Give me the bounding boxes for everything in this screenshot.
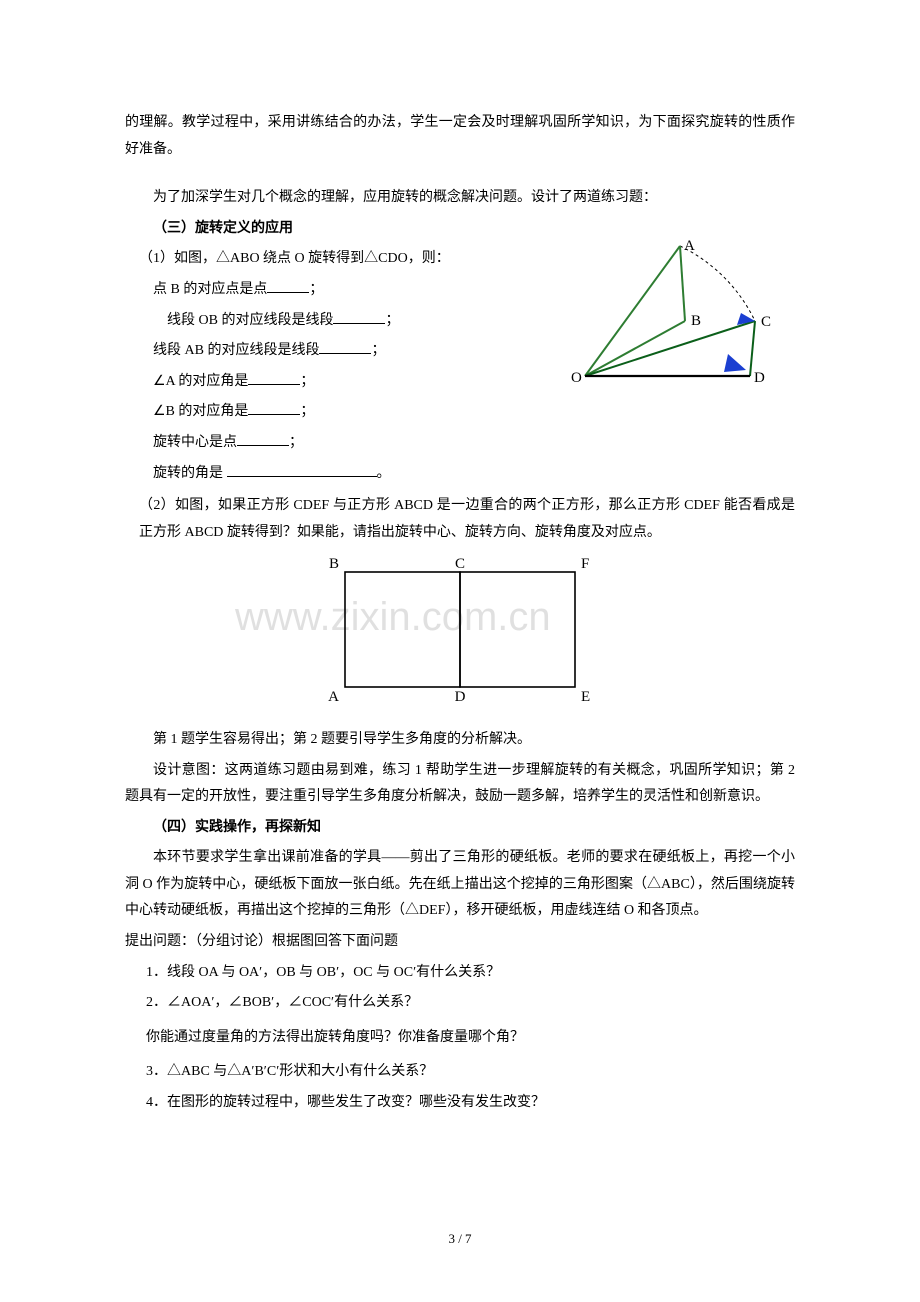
- after-p1: 第 1 题学生容易得出；第 2 题要引导学生多角度的分析解决。: [125, 727, 795, 754]
- section4-p1: 本环节要求学生拿出课前准备的学具——剪出了三角形的硬纸板。老师的要求在硬纸板上，…: [125, 845, 795, 925]
- fill-blank-line: 旋转中心是点 ；: [153, 430, 445, 457]
- svg-text:B: B: [691, 313, 701, 329]
- svg-text:D: D: [754, 370, 765, 386]
- svg-text:A: A: [328, 689, 339, 704]
- intro-p2: 为了加深学生对几个概念的理解，应用旋转的概念解决问题。设计了两道练习题：: [125, 185, 795, 212]
- fill-blank-line: ∠A 的对应角是 ；: [153, 369, 445, 396]
- fill-blank-line: 线段 OB 的对应线段是线段 ；: [167, 308, 445, 335]
- discussion-item: 3．△ABC 与△A′B′C′形状和大小有什么关系？: [146, 1059, 795, 1086]
- figure-1-rotation-triangle: A B C O D: [565, 236, 785, 406]
- blank-pre-text: 线段 AB 的对应线段是线段: [153, 343, 319, 358]
- blank-post-text: 。: [377, 466, 391, 481]
- discussion-item: 1．线段 OA 与 OA′，OB 与 OB′，OC 与 OC′有什么关系？: [146, 960, 795, 987]
- svg-text:B: B: [329, 556, 339, 572]
- blank-underline: [227, 462, 377, 477]
- intro-p1: 的理解。教学过程中，采用讲练结合的办法，学生一定会及时理解巩固所学知识，为下面探…: [125, 110, 795, 163]
- blank-post-text: ；: [309, 282, 323, 297]
- section4-heading: （四）实践操作，再探新知: [125, 815, 795, 842]
- section4-qheader: 提出问题：（分组讨论）根据图回答下面问题: [125, 929, 795, 956]
- svg-text:O: O: [571, 370, 582, 386]
- svg-text:F: F: [581, 556, 589, 572]
- blank-underline: [237, 431, 289, 446]
- fill-blank-line: 线段 AB 的对应线段是线段 ；: [153, 338, 445, 365]
- q1-lines: 点 B 的对应点是点；线段 OB 的对应线段是线段；线段 AB 的对应线段是线段…: [125, 277, 445, 487]
- svg-text:D: D: [455, 689, 466, 704]
- discussion-item: 4．在图形的旋转过程中，哪些发生了改变？哪些没有发生改变？: [146, 1090, 795, 1117]
- svg-text:A: A: [684, 238, 695, 254]
- blank-post-text: ；: [385, 313, 399, 328]
- blank-pre-text: 旋转的角是: [153, 466, 227, 481]
- fill-blank-line: ∠B 的对应角是 ；: [153, 399, 445, 426]
- spacer: [125, 167, 795, 185]
- svg-text:E: E: [581, 689, 590, 704]
- svg-text:C: C: [761, 314, 771, 330]
- page-footer: 3 / 7: [0, 1227, 920, 1252]
- page: 的理解。教学过程中，采用讲练结合的办法，学生一定会及时理解巩固所学知识，为下面探…: [0, 0, 920, 1302]
- blank-post-text: ；: [300, 404, 314, 419]
- figure-2-svg: B C F A D E: [320, 554, 600, 704]
- q2-text: （2）如图，如果正方形 CDEF 与正方形 ABCD 是一边重合的两个正方形，那…: [139, 493, 795, 546]
- fill-blank-line: 旋转的角是 。: [153, 461, 445, 488]
- figure-2-squares: www.zixin.com.cn BCFADE: [125, 554, 795, 715]
- blank-underline: [267, 278, 309, 293]
- q1-block: （1）如图，△ABO 绕点 O 旋转得到△CDO，则： 点 B 的对应点是点；线…: [125, 246, 795, 487]
- blank-pre-text: 点 B 的对应点是点: [153, 282, 267, 297]
- blank-underline: [248, 370, 300, 385]
- after-p2: 设计意图：这两道练习题由易到难，练习 1 帮助学生进一步理解旋转的有关概念，巩固…: [125, 758, 795, 811]
- blank-pre-text: ∠A 的对应角是: [153, 374, 248, 389]
- discussion-item: 2．∠AOA′，∠BOB′，∠COC′有什么关系？: [146, 990, 795, 1017]
- blank-pre-text: 旋转中心是点: [153, 435, 237, 450]
- svg-text:C: C: [455, 556, 465, 572]
- blank-pre-text: ∠B 的对应角是: [153, 404, 248, 419]
- blank-underline: [333, 309, 385, 324]
- blank-pre-text: 线段 OB 的对应线段是线段: [167, 313, 333, 328]
- fill-blank-line: 点 B 的对应点是点 ；: [153, 277, 445, 304]
- blank-post-text: ；: [371, 343, 385, 358]
- blank-underline: [319, 339, 371, 354]
- section4-items: 1．线段 OA 与 OA′，OB 与 OB′，OC 与 OC′有什么关系？ 2．∠…: [125, 960, 795, 1117]
- blank-underline: [248, 400, 300, 415]
- blank-post-text: ；: [289, 435, 303, 450]
- discussion-item: 你能通过度量角的方法得出旋转角度吗？你准备度量哪个角？: [146, 1025, 795, 1052]
- blank-post-text: ；: [300, 374, 314, 389]
